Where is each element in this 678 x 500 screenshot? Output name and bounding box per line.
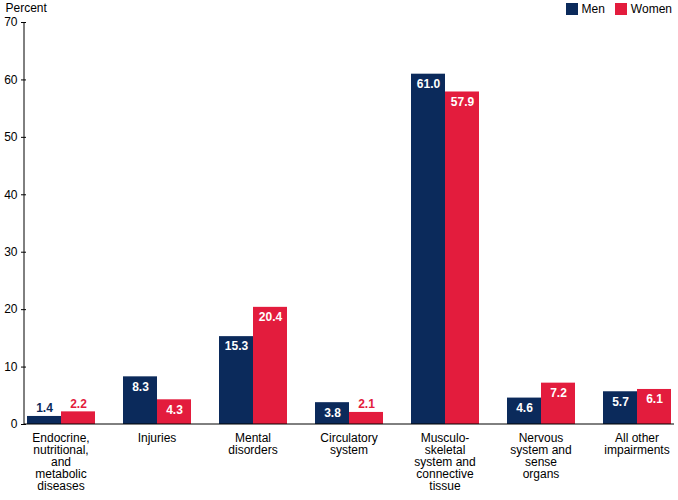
svg-text:5.7: 5.7 <box>612 395 629 409</box>
svg-text:20: 20 <box>4 302 18 316</box>
svg-text:40: 40 <box>4 188 18 202</box>
svg-text:61.0: 61.0 <box>417 77 441 91</box>
svg-text:70: 70 <box>4 15 18 29</box>
svg-text:All otherimpairments: All otherimpairments <box>604 431 669 457</box>
svg-text:30: 30 <box>4 245 18 259</box>
svg-text:4.3: 4.3 <box>166 403 183 417</box>
svg-text:6.1: 6.1 <box>646 392 663 406</box>
svg-text:2.2: 2.2 <box>70 397 87 411</box>
svg-text:3.8: 3.8 <box>324 406 341 420</box>
svg-text:Musculo-skeletalsystem andconn: Musculo-skeletalsystem andconnectivetiss… <box>414 431 475 493</box>
html-text:Men: Men <box>581 2 605 16</box>
svg-text:8.3: 8.3 <box>132 380 149 394</box>
svg-text:2.1: 2.1 <box>358 397 375 411</box>
svg-text:1.4: 1.4 <box>36 401 53 415</box>
svg-text:Percent: Percent <box>6 1 48 15</box>
svg-text:0: 0 <box>11 417 18 431</box>
svg-text:Circulatorysystem: Circulatorysystem <box>320 431 377 457</box>
svg-text:20.4: 20.4 <box>259 310 283 324</box>
svg-text:57.9: 57.9 <box>451 95 475 109</box>
svg-text:Injuries: Injuries <box>138 431 177 445</box>
svg-text:4.6: 4.6 <box>516 401 533 415</box>
svg-text:Mentaldisorders: Mentaldisorders <box>228 431 277 457</box>
svg-text:Endocrine,nutritional,andmetab: Endocrine,nutritional,andmetabolicdiseas… <box>32 431 89 493</box>
html-text:Women: Women <box>630 2 672 16</box>
svg-text:Nervoussystem andsenseorgans: Nervoussystem andsenseorgans <box>510 431 571 481</box>
svg-text:15.3: 15.3 <box>225 339 249 353</box>
svg-text:60: 60 <box>4 73 18 87</box>
svg-text:10: 10 <box>4 360 18 374</box>
svg-text:50: 50 <box>4 130 18 144</box>
svg-text:7.2: 7.2 <box>550 386 567 400</box>
